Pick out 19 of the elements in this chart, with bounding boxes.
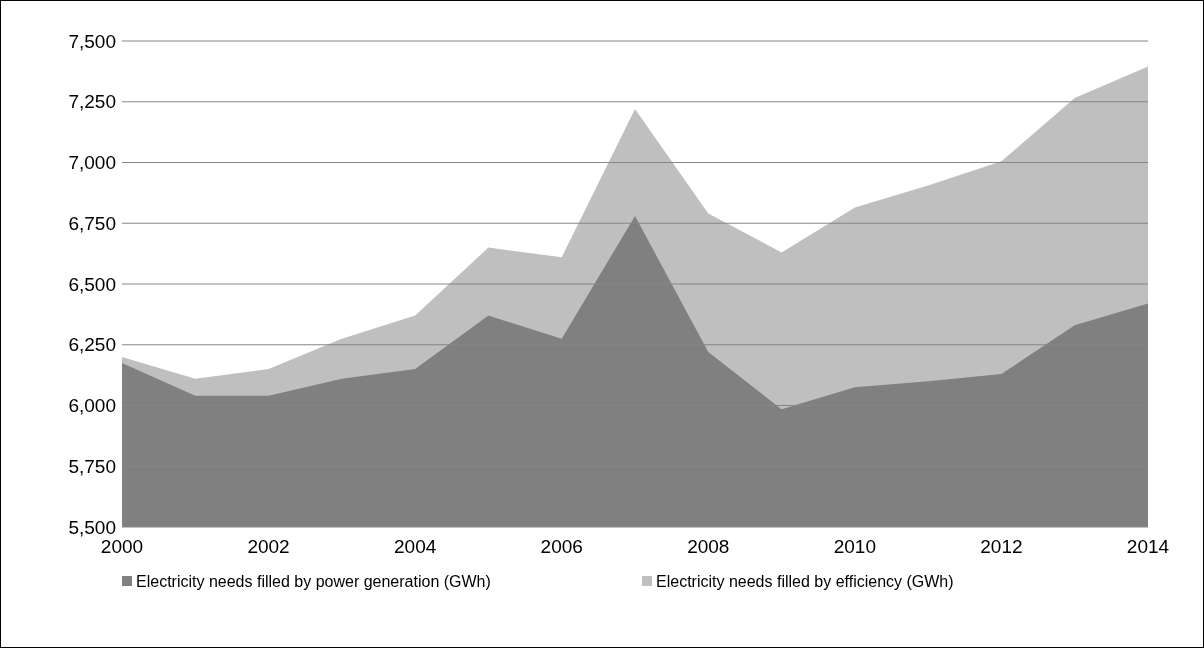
x-tick-label: 2008	[687, 536, 730, 557]
x-tick-label: 2006	[540, 536, 583, 557]
y-tick-label: 7,500	[68, 30, 116, 52]
y-tick-label: 6,250	[68, 334, 116, 356]
y-tick-label: 6,500	[68, 273, 116, 295]
legend-label: Electricity needs filled by power generation (GWh)	[136, 572, 491, 590]
y-tick-label: 5,500	[68, 516, 116, 538]
y-tick-label: 6,750	[68, 212, 116, 234]
x-tick-label: 2010	[833, 536, 876, 557]
x-tick-label: 2014	[1126, 536, 1170, 557]
y-tick-label: 6,000	[68, 395, 116, 416]
x-tick-label: 2004	[394, 536, 437, 557]
y-tick-label: 7,000	[68, 152, 116, 173]
y-tick-label: 5,750	[68, 455, 116, 477]
y-tick-label: 7,250	[68, 91, 116, 113]
x-tick-label: 2002	[247, 536, 290, 557]
x-tick-label: 2012	[980, 536, 1023, 557]
x-tick-label: 2000	[100, 536, 144, 557]
legend-label: Electricity needs filled by efficiency (GWh)	[656, 572, 954, 590]
